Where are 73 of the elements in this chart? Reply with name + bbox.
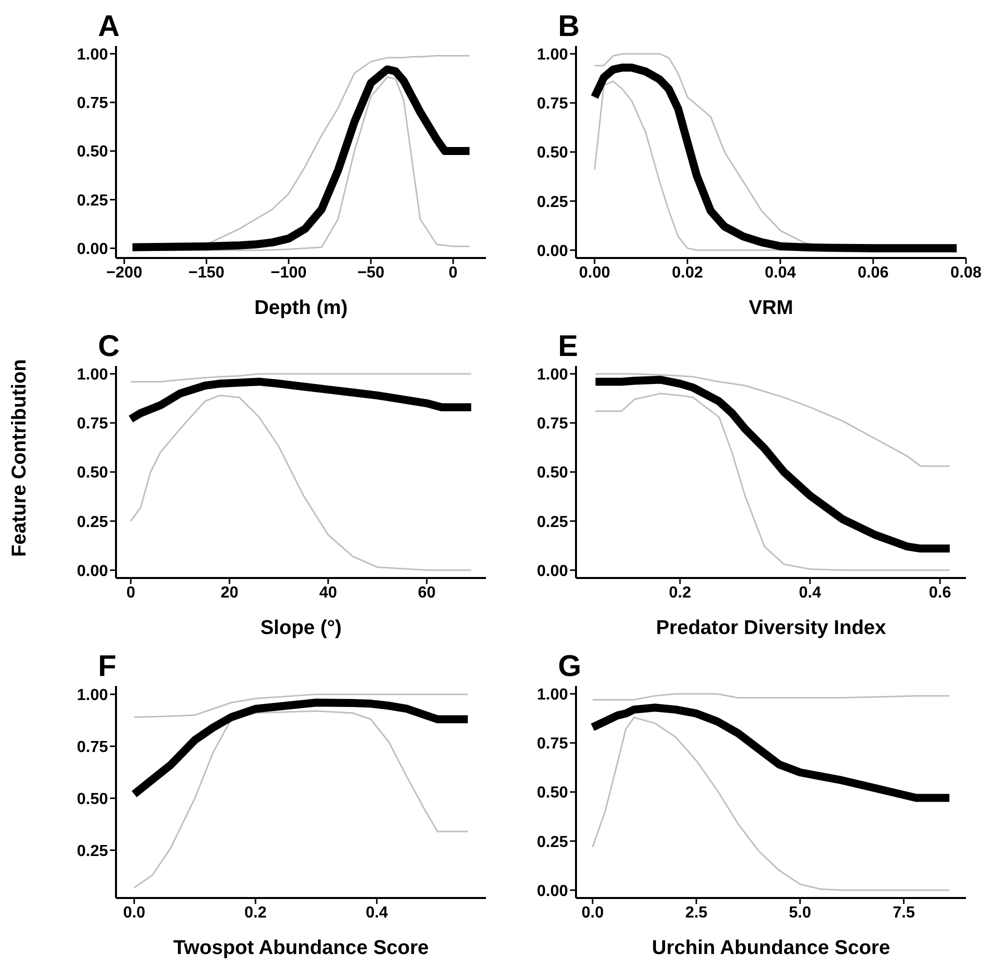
y-tick-label: 0.00 [76, 562, 108, 580]
line-series [130, 373, 472, 382]
x-tick-label: −150 [188, 264, 225, 282]
y-tick-label: 0.50 [76, 144, 108, 161]
x-tick-label: 0.0 [581, 904, 604, 922]
y-tick-label: 0.50 [536, 144, 568, 162]
line-series [133, 710, 469, 888]
x-axis-title: Predator Diversity Index [656, 617, 886, 639]
y-tick-label: 0.00 [536, 562, 568, 580]
x-tick-label: 0 [448, 264, 458, 282]
x-tick-label: 20 [220, 584, 238, 602]
y-tick-label: 0.00 [536, 882, 568, 900]
x-tick-label: 7.5 [892, 904, 915, 922]
line-series [594, 392, 950, 571]
x-axis-title: VRM [748, 297, 794, 319]
y-tick-label: 1.00 [76, 46, 108, 64]
x-tick-label: 0.2 [668, 584, 692, 602]
x-tick-label: 0.02 [672, 264, 704, 282]
y-tick-label: 0.25 [76, 192, 108, 210]
chart-title: A [98, 10, 120, 44]
x-axis-title: Twospot Abundance Score [173, 937, 429, 959]
y-tick-label: 0.75 [76, 738, 108, 756]
line-series [594, 373, 950, 467]
x-axis-title: Urchin Abundance Score [652, 937, 890, 959]
x-tick-label: 0.6 [928, 584, 952, 602]
y-tick-label: 1.00 [536, 366, 568, 384]
y-tick-label: 1.00 [536, 686, 568, 704]
y-tick-label: 0.75 [76, 416, 108, 433]
line-series [592, 716, 950, 891]
y-tick-label: 0.75 [536, 416, 568, 433]
y-tick-label: 0.00 [536, 242, 568, 260]
x-tick-label: 0.2 [244, 904, 267, 922]
x-tick-label: 0.04 [764, 264, 796, 282]
line-series [130, 394, 472, 571]
y-tick-label: 0.75 [76, 95, 108, 112]
chart-title: C [98, 330, 120, 364]
y-tick-label: 0.50 [76, 464, 108, 482]
y-tick-label: 0.00 [76, 240, 108, 258]
y-tick-label: 0.50 [76, 790, 108, 808]
x-axis-title: Slope (°) [260, 617, 342, 639]
y-tick-label: 0.25 [76, 514, 108, 531]
y-tick-label: 0.75 [536, 96, 568, 113]
line-series [133, 694, 469, 718]
x-tick-label: 0.08 [950, 264, 982, 282]
y-tick-label: 0.75 [536, 736, 568, 753]
y-tick-label: 0.25 [76, 842, 108, 860]
y-tick-label: 1.00 [76, 366, 108, 384]
chart-title: B [558, 10, 580, 44]
x-tick-label: 40 [319, 584, 338, 602]
chart-title: G [558, 650, 582, 684]
x-tick-label: −200 [106, 264, 142, 282]
x-axis-title: Depth (m) [254, 297, 348, 319]
y-tick-label: 1.00 [76, 686, 108, 704]
x-tick-label: 5.0 [788, 904, 812, 922]
x-tick-label: 0 [126, 584, 136, 602]
x-tick-label: 0.00 [579, 264, 610, 282]
y-axis-title: Feature Contribution [8, 359, 32, 557]
chart-title: F [98, 650, 116, 684]
x-tick-label: 0.0 [123, 904, 146, 922]
y-tick-label: 0.50 [536, 784, 568, 802]
y-tick-label: 0.25 [536, 514, 568, 531]
chart-title: E [558, 330, 578, 364]
x-tick-label: 0.4 [366, 904, 388, 922]
x-tick-label: −100 [270, 264, 307, 282]
x-tick-label: 0.4 [798, 584, 822, 602]
y-tick-label: 0.25 [536, 834, 568, 851]
x-tick-label: −50 [357, 264, 385, 282]
x-tick-label: 60 [418, 584, 436, 602]
x-tick-label: 0.06 [858, 264, 889, 282]
x-tick-label: 2.5 [685, 904, 708, 922]
y-tick-label: 0.25 [536, 194, 568, 211]
y-tick-label: 0.50 [536, 464, 568, 482]
y-tick-label: 1.00 [536, 46, 568, 64]
